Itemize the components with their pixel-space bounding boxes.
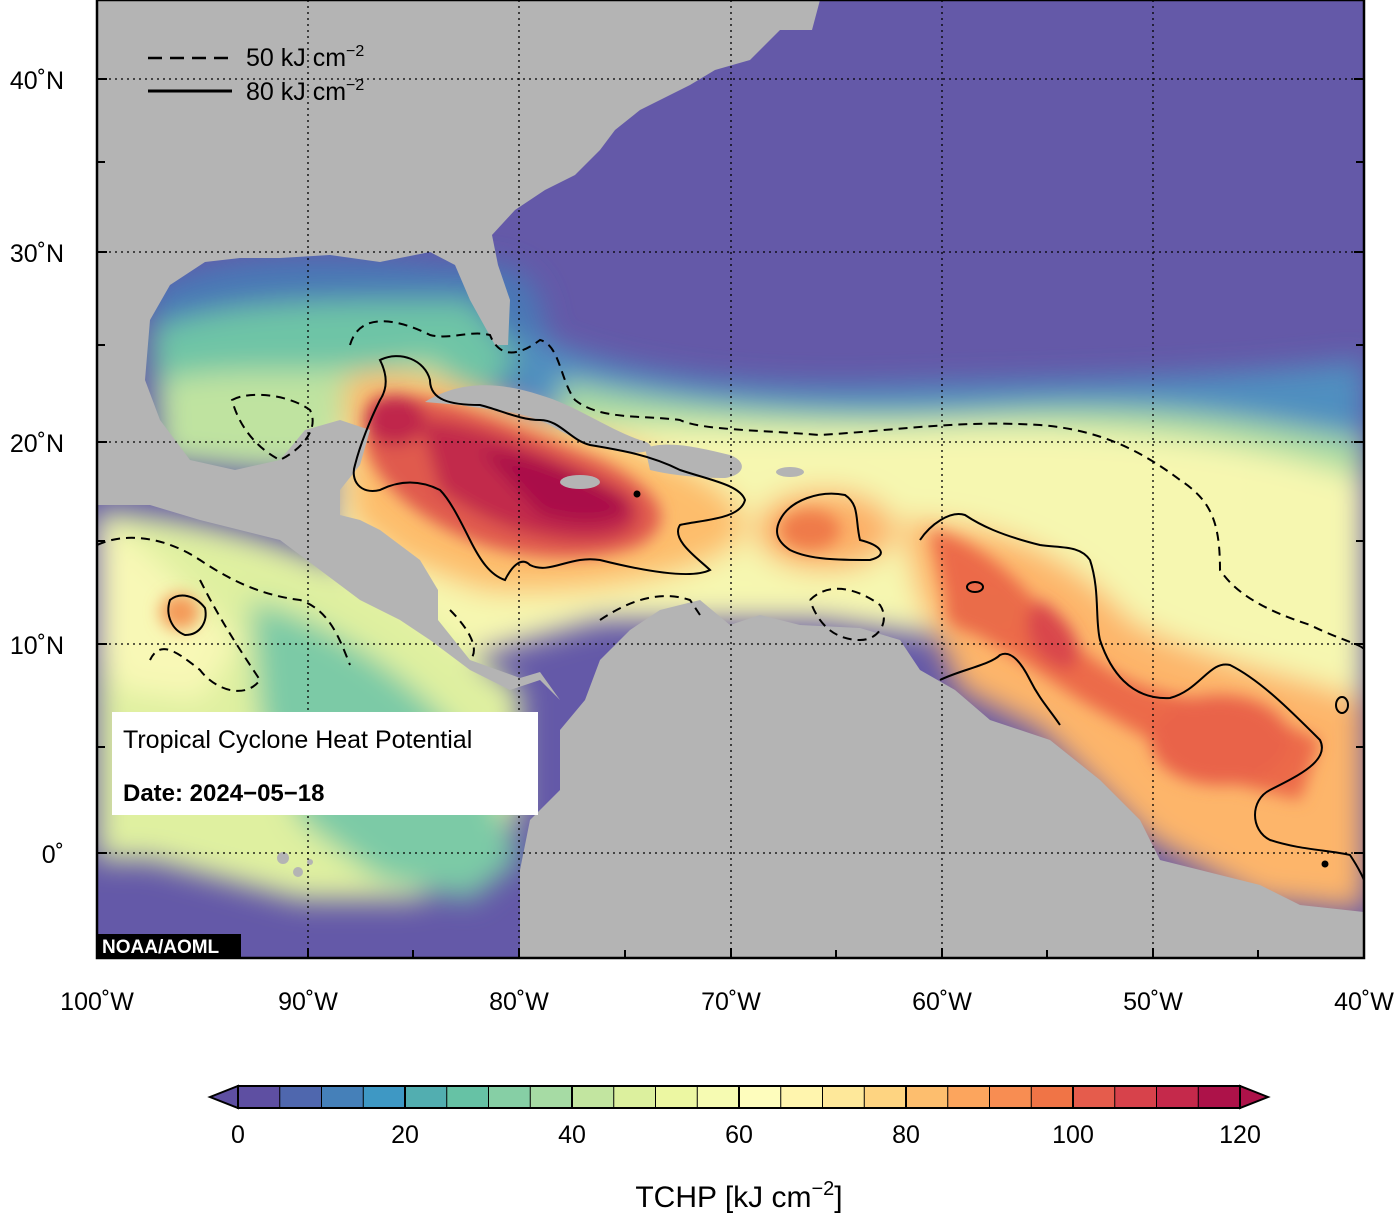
lat-label-10n: 10˚N bbox=[10, 632, 64, 660]
tchp-hotspots bbox=[160, 395, 1320, 800]
colorbar-tick-labels: 0 20 40 60 80 100 120 bbox=[231, 1121, 1261, 1149]
lon-labels: 100˚W 90˚W 80˚W 70˚W 60˚W 50˚W 40˚W bbox=[60, 988, 1394, 1016]
colorbar-cell bbox=[989, 1086, 1032, 1108]
lon-label-100w: 100˚W bbox=[60, 988, 134, 1016]
lon-label-50w: 50˚W bbox=[1123, 988, 1183, 1016]
colorbar-cell bbox=[363, 1086, 406, 1108]
colorbar-tick-20: 20 bbox=[391, 1121, 419, 1149]
lat-labels: 40˚N 30˚N 20˚N 10˚N 0˚ bbox=[10, 67, 64, 869]
colorbar-cell bbox=[279, 1086, 323, 1108]
colorbar-title: TCHP [kJ cm−2] bbox=[635, 1178, 842, 1214]
info-box-title: Tropical Cyclone Heat Potential bbox=[123, 726, 472, 754]
contour-50-yucatan bbox=[230, 393, 314, 462]
contour-80-lesser-antilles bbox=[776, 492, 882, 562]
map-plot-area bbox=[97, 0, 1364, 958]
colorbar-min-arrow bbox=[207, 1084, 239, 1110]
lon-label-70w: 70˚W bbox=[701, 988, 761, 1016]
info-box: Tropical Cyclone Heat Potential Date: 20… bbox=[112, 712, 538, 815]
tchp-contours bbox=[97, 320, 1364, 881]
colorbar: 0 20 40 60 80 100 120 TCHP [kJ cm−2] bbox=[207, 1084, 1271, 1214]
contour-50-pacific bbox=[97, 536, 351, 692]
lon-label-60w: 60˚W bbox=[912, 988, 972, 1016]
contour-50-gulf bbox=[349, 320, 1364, 651]
colorbar-cell bbox=[906, 1086, 949, 1108]
south-america-land bbox=[520, 600, 1364, 958]
contour-80-atlantic bbox=[919, 513, 1364, 881]
colorbar-cell bbox=[530, 1086, 573, 1108]
lon-label-90w: 90˚W bbox=[278, 988, 338, 1016]
lat-label-40n: 40˚N bbox=[10, 67, 64, 95]
lon-label-80w: 80˚W bbox=[489, 988, 549, 1016]
colorbar-tick-60: 60 bbox=[725, 1121, 753, 1149]
colorbar-cell bbox=[572, 1086, 615, 1108]
colorbar-cell bbox=[321, 1086, 364, 1108]
legend-dashed-label: 50 kJ cm−2 bbox=[246, 43, 364, 72]
colorbar-cell bbox=[238, 1086, 281, 1108]
contour-80-caribbean bbox=[352, 355, 747, 582]
colorbar-tick-120: 120 bbox=[1219, 1121, 1261, 1149]
puerto-rico-island bbox=[776, 467, 804, 477]
contour-80-guiana bbox=[939, 652, 1061, 726]
colorbar-cell bbox=[864, 1086, 907, 1108]
colorbar-cell bbox=[947, 1086, 991, 1108]
colorbar-cell bbox=[488, 1086, 531, 1108]
colorbar-tick-100: 100 bbox=[1052, 1121, 1094, 1149]
axis-ticks bbox=[96, 78, 1364, 958]
colorbar-cell bbox=[822, 1086, 865, 1108]
lat-label-30n: 30˚N bbox=[10, 240, 64, 268]
land-masses bbox=[97, 0, 1364, 958]
colorbar-cell bbox=[405, 1086, 448, 1108]
lon-label-40w: 40˚W bbox=[1334, 988, 1394, 1016]
credit-label: NOAA/AOML bbox=[98, 934, 241, 958]
contour-50-venezuela bbox=[599, 587, 885, 642]
north-america-land bbox=[97, 0, 820, 700]
lat-label-0: 0˚ bbox=[42, 841, 64, 869]
colorbar-tick-0: 0 bbox=[231, 1121, 245, 1149]
colorbar-cell bbox=[1114, 1086, 1158, 1108]
colorbar-max-arrow bbox=[1239, 1084, 1271, 1110]
colorbar-cells bbox=[238, 1086, 1241, 1108]
colorbar-cell bbox=[1156, 1086, 1199, 1108]
colorbar-cell bbox=[739, 1086, 782, 1108]
contour-legend: 50 kJ cm−2 80 kJ cm−2 bbox=[148, 43, 364, 106]
colorbar-cell bbox=[697, 1086, 740, 1108]
contour-50-colombia bbox=[449, 609, 475, 661]
jamaica-island bbox=[560, 475, 600, 489]
colorbar-tick-80: 80 bbox=[892, 1121, 920, 1149]
colorbar-cell bbox=[1198, 1086, 1241, 1108]
lat-label-20n: 20˚N bbox=[10, 430, 64, 458]
colorbar-cell bbox=[780, 1086, 824, 1108]
colorbar-ticks bbox=[279, 1086, 1199, 1108]
colorbar-cell bbox=[1031, 1086, 1074, 1108]
hispaniola-island bbox=[645, 444, 742, 478]
colorbar-tick-40: 40 bbox=[558, 1121, 586, 1149]
colorbar-cell bbox=[613, 1086, 657, 1108]
colorbar-cell bbox=[446, 1086, 490, 1108]
credit-text: NOAA/AOML bbox=[102, 937, 220, 958]
legend-solid-label: 80 kJ cm−2 bbox=[246, 77, 364, 106]
cuba-island bbox=[425, 385, 651, 453]
colorbar-cell bbox=[1073, 1086, 1116, 1108]
colorbar-cell bbox=[655, 1086, 698, 1108]
info-box-date: Date: 2024−05−18 bbox=[123, 780, 325, 807]
contour-80-tehuantepec bbox=[167, 594, 207, 637]
